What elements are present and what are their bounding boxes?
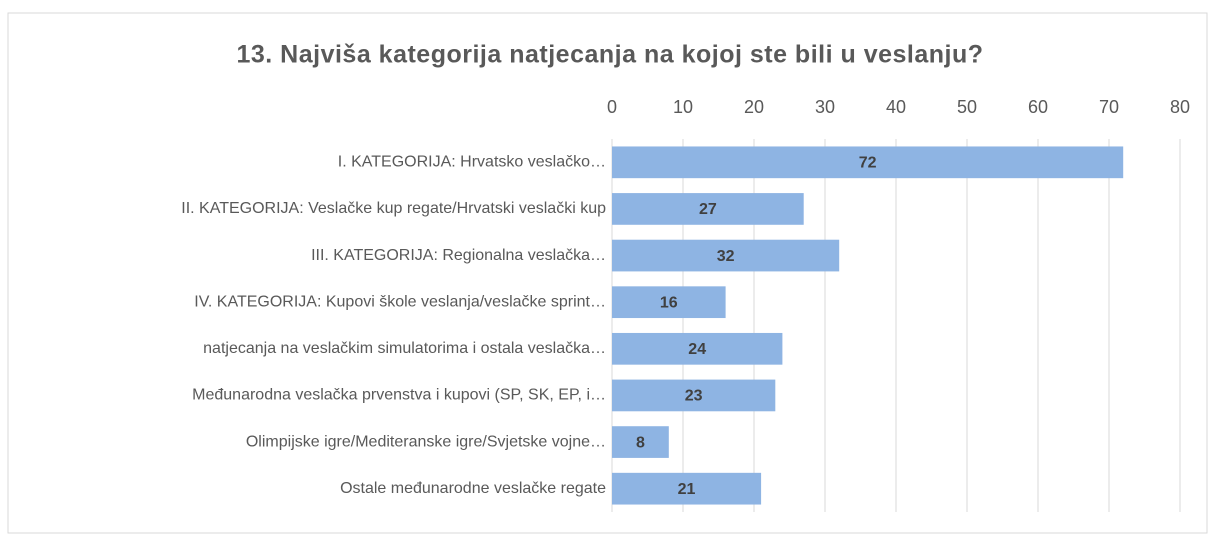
data-label: 32 bbox=[717, 248, 735, 265]
y-tick-label: Ostale međunarodne veslačke regate bbox=[340, 480, 606, 497]
data-label: 24 bbox=[688, 341, 706, 358]
data-label: 21 bbox=[678, 481, 696, 498]
x-tick-label: 30 bbox=[815, 97, 835, 117]
y-tick-label: natjecanja na veslačkim simulatorima i o… bbox=[203, 340, 606, 357]
x-tick-label: 0 bbox=[607, 97, 617, 117]
data-label: 16 bbox=[660, 294, 678, 311]
bar bbox=[612, 426, 669, 458]
bar bbox=[612, 472, 762, 505]
chart-title: 13. Najviša kategorija natjecanja na koj… bbox=[236, 41, 983, 69]
x-tick-label: 80 bbox=[1170, 97, 1190, 117]
x-tick-label: 10 bbox=[673, 97, 693, 117]
x-tick-label: 60 bbox=[1028, 97, 1048, 117]
bar bbox=[612, 379, 776, 412]
data-label: 23 bbox=[685, 388, 703, 405]
y-tick-label: Olimpijske igre/Mediteranske igre/Svjets… bbox=[246, 433, 606, 450]
data-label: 8 bbox=[636, 434, 645, 451]
y-tick-label: II. KATEGORIJA: Veslačke kup regate/Hrva… bbox=[181, 200, 606, 217]
y-tick-label: IV. KATEGORIJA: Kupovi škole veslanja/ve… bbox=[194, 293, 606, 310]
x-tick-label: 50 bbox=[957, 97, 977, 117]
bar bbox=[612, 332, 783, 365]
bar bbox=[612, 286, 726, 319]
x-tick-label: 70 bbox=[1099, 97, 1119, 117]
data-label: 27 bbox=[699, 201, 717, 218]
y-tick-label: Međunarodna veslačka prvenstva i kupovi … bbox=[192, 387, 606, 404]
bar bbox=[612, 146, 1124, 179]
x-tick-label: 20 bbox=[744, 97, 764, 117]
chart-border bbox=[7, 12, 1208, 534]
data-label: 72 bbox=[859, 155, 877, 172]
y-tick-label: III. KATEGORIJA: Regionalna veslačka… bbox=[311, 247, 606, 264]
x-tick-label: 40 bbox=[886, 97, 906, 117]
bar bbox=[612, 193, 804, 225]
bar bbox=[612, 239, 840, 272]
y-tick-label: I. KATEGORIJA: Hrvatsko veslačko… bbox=[338, 154, 606, 171]
